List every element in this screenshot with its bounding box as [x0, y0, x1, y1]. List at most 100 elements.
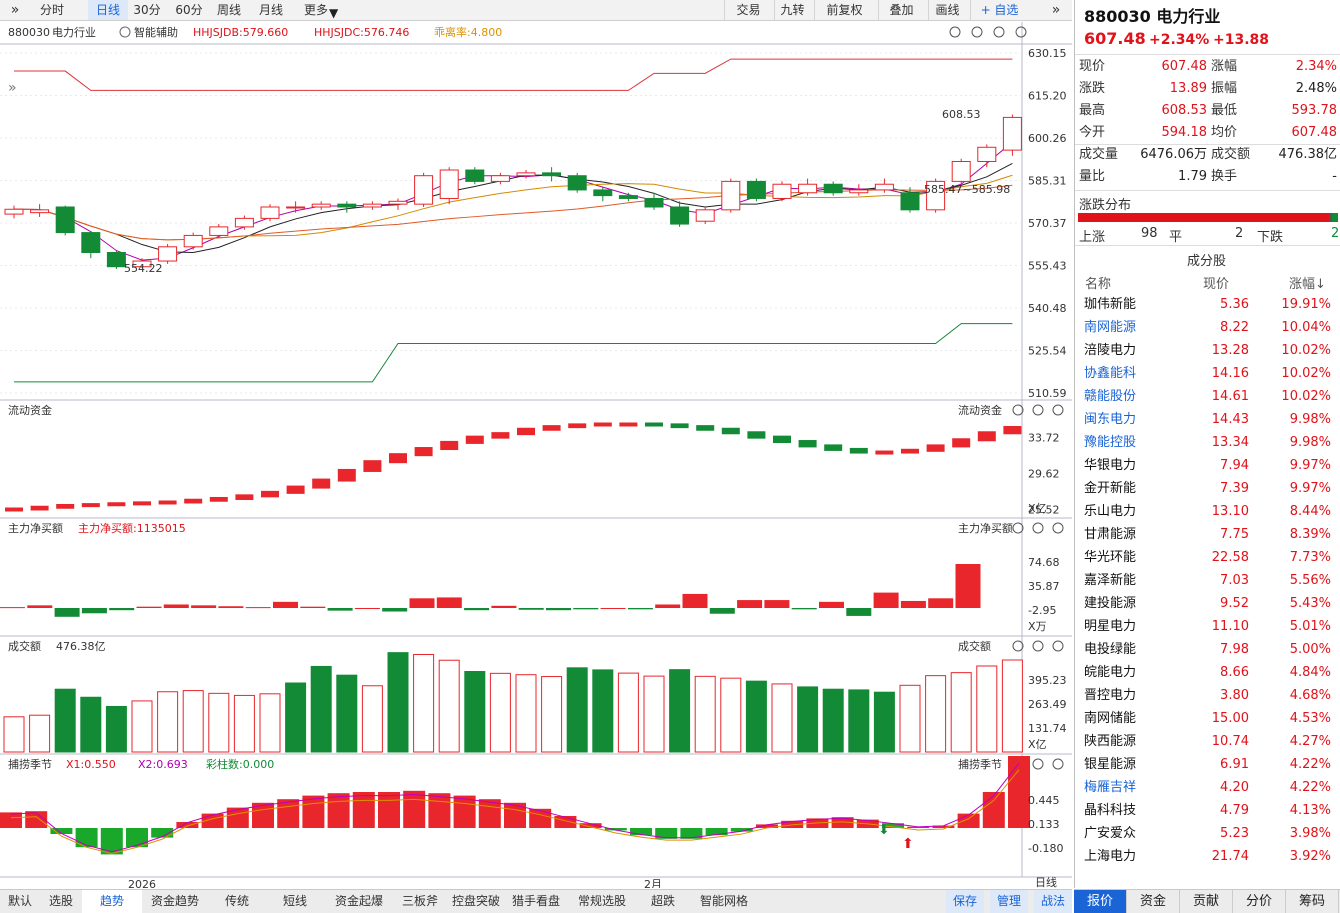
y-tick: 525.54: [1028, 344, 1067, 357]
right-tab-1[interactable]: 资金: [1127, 890, 1180, 913]
strategy-tab-1[interactable]: 选股: [48, 894, 73, 908]
net-bar: [873, 592, 899, 608]
stock-name[interactable]: 南网能源: [1084, 320, 1137, 335]
strategy-tab-11[interactable]: 超跌: [650, 894, 675, 908]
stock-change: 9.98%: [1289, 435, 1331, 450]
stock-name[interactable]: 赣能股份: [1084, 389, 1137, 404]
quote-value: 1.79: [1178, 169, 1207, 184]
stock-name[interactable]: 银星能源: [1084, 757, 1137, 772]
strategy-tab-5[interactable]: 短线: [282, 894, 307, 908]
toolbar-btn-5[interactable]: + 自选: [970, 0, 1028, 20]
period-tab-0[interactable]: 分时: [39, 3, 64, 17]
stock-price: 4.79: [1220, 803, 1249, 818]
toolbar-btn-1[interactable]: 九转: [774, 0, 810, 20]
stock-name[interactable]: 广安爱众: [1084, 826, 1137, 841]
stock-name[interactable]: 珈伟新能: [1084, 297, 1137, 312]
toolbar-btn-3[interactable]: 叠加: [878, 0, 924, 20]
right-tab-0[interactable]: 报价: [1074, 890, 1127, 913]
strategy-tab-10[interactable]: 常规选股: [577, 894, 626, 908]
right-tab-4[interactable]: 筹码: [1286, 890, 1339, 913]
stock-name[interactable]: 豫能控股: [1084, 435, 1137, 450]
date-label: 2026: [128, 878, 156, 888]
help-icon: [1032, 758, 1044, 770]
stock-name[interactable]: 闽东电力: [1084, 412, 1137, 427]
chart-area[interactable]: 880030 电力行业 智能辅助 HHJSJDB:579.660 HHJSJDC:576…: [0, 22, 1072, 888]
net-bar: [218, 606, 244, 608]
right-tab-3[interactable]: 分价: [1233, 890, 1286, 913]
stock-name[interactable]: 皖能电力: [1084, 665, 1137, 680]
collapse-right-icon[interactable]: »: [1051, 2, 1061, 18]
stock-name[interactable]: 电投绿能: [1084, 642, 1137, 657]
stock-name[interactable]: 甘肃能源: [1084, 527, 1137, 542]
period-tab-1[interactable]: 日线: [88, 0, 128, 20]
strategy-tab-6[interactable]: 资金起爆: [334, 894, 383, 908]
stock-change: 5.01%: [1289, 619, 1331, 634]
quote-label: 现价: [1079, 59, 1106, 74]
period-tab-4[interactable]: 周线: [216, 3, 241, 17]
flow-bar: [107, 502, 126, 507]
bottom-action-2[interactable]: 战法: [1034, 890, 1072, 913]
toolbar-btn-4[interactable]: 画线: [928, 0, 966, 20]
y-tick: 555.43: [1028, 259, 1067, 272]
strategy-tab-3[interactable]: 资金趋势: [150, 894, 199, 908]
candle: [695, 209, 715, 222]
range-annotation: 585.47~585.98: [924, 183, 1010, 196]
stock-name[interactable]: 明星电力: [1084, 619, 1137, 634]
period-tab-3[interactable]: 60分: [175, 3, 203, 17]
stock-name[interactable]: 华光环能: [1084, 550, 1137, 565]
stock-name[interactable]: 涪陵电力: [1084, 343, 1137, 358]
net-bar: [436, 597, 462, 608]
k-line-chart[interactable]: 880030 电力行业 智能辅助 HHJSJDB:579.660 HHJSJDC:576…: [0, 22, 1072, 888]
stock-name[interactable]: 乐山电力: [1084, 504, 1137, 519]
stock-name[interactable]: 华银电力: [1084, 458, 1137, 473]
right-tab-2[interactable]: 贡献: [1180, 890, 1233, 913]
strategy-tab-9[interactable]: 猎手看盘: [511, 894, 560, 908]
stock-price: 5.36: [1220, 297, 1249, 312]
volume-bar: [745, 680, 767, 753]
strategy-tab-12[interactable]: 智能网格: [699, 894, 748, 908]
flow-bar: [773, 435, 791, 444]
stock-name[interactable]: 建投能源: [1084, 596, 1137, 611]
toolbar-btn-0[interactable]: 交易: [724, 0, 772, 20]
volume-bar: [105, 705, 127, 753]
period-label: 日线: [1035, 875, 1057, 888]
stock-name[interactable]: 上海电力: [1084, 849, 1137, 864]
toolbar-btn-2[interactable]: 前复权: [814, 0, 874, 20]
down-label: 下跌: [1257, 230, 1284, 245]
col-change-sort[interactable]: 涨幅↓: [1289, 277, 1326, 292]
strategy-tab-7[interactable]: 三板斧: [401, 894, 438, 908]
strategy-tab-0[interactable]: 默认: [7, 894, 32, 908]
stock-name[interactable]: 协鑫能科: [1084, 366, 1137, 381]
sub-title-net: 主力净买额: [8, 521, 63, 535]
strategy-tab-8[interactable]: 控盘突破: [451, 894, 500, 908]
stock-change: 9.98%: [1289, 412, 1331, 427]
bottom-action-1[interactable]: 管理: [990, 890, 1028, 913]
period-tab-6[interactable]: 更多: [303, 3, 328, 17]
season-bar: [478, 799, 501, 828]
stock-name[interactable]: 南网储能: [1084, 711, 1137, 726]
help-icon: [1032, 522, 1044, 534]
net-bar: [655, 604, 681, 608]
stock-name[interactable]: 陕西能源: [1084, 734, 1137, 749]
candle: [465, 169, 485, 182]
candle: [670, 206, 690, 225]
strategy-tab-2[interactable]: 趋势: [82, 890, 142, 913]
stock-name[interactable]: 晶科科技: [1084, 803, 1137, 818]
stock-name[interactable]: 嘉泽新能: [1084, 573, 1137, 588]
col-name[interactable]: 名称: [1085, 277, 1112, 292]
stock-name[interactable]: 梅雁吉祥: [1084, 780, 1137, 795]
candle: [183, 234, 203, 248]
season-x2-line: [10, 762, 1020, 853]
col-price[interactable]: 现价: [1203, 277, 1230, 292]
y-tick: 540.48: [1028, 302, 1067, 315]
period-tab-2[interactable]: 30分: [133, 3, 161, 17]
collapse-left-icon[interactable]: »: [10, 2, 20, 18]
unit-label: X亿: [1028, 502, 1047, 515]
stock-name[interactable]: 金开新能: [1084, 481, 1137, 496]
bottom-action-0[interactable]: 保存: [946, 890, 984, 913]
flow-bar: [696, 425, 715, 431]
stock-name[interactable]: 晋控电力: [1084, 688, 1137, 703]
period-tab-5[interactable]: 月线: [258, 3, 283, 17]
strategy-tab-4[interactable]: 传统: [224, 894, 249, 908]
volume-bar: [157, 691, 179, 753]
